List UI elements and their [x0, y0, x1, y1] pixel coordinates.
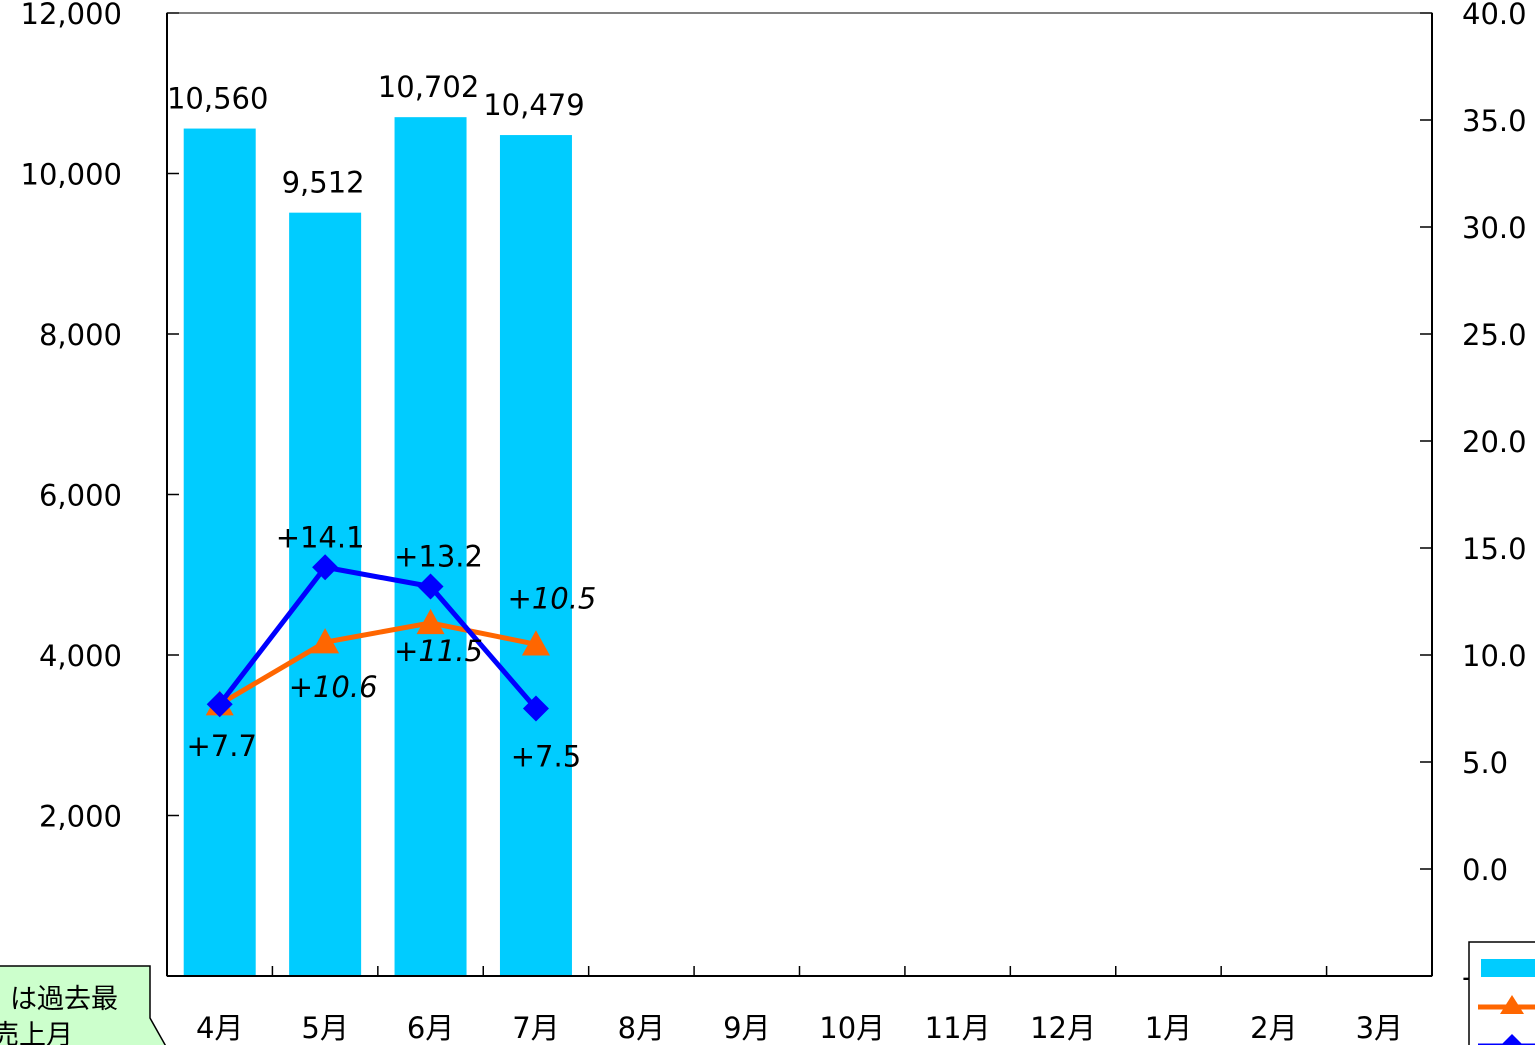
left-tick-label: 6,000 — [39, 479, 122, 513]
triangle-marker — [416, 608, 445, 635]
triangle-marker — [311, 628, 340, 654]
orange-value-label: +11.5 — [394, 634, 483, 668]
left-axis: 2,000 4,000 6,000 8,000 10,000 12,000 — [21, 0, 179, 976]
blue-value-label: +13.2 — [394, 540, 483, 574]
right-tick-label: 20.0 — [1462, 425, 1527, 459]
x-tick-label: 2月 — [1250, 1011, 1297, 1045]
legend-triangle-marker — [1500, 995, 1524, 1014]
left-tick-label: 4,000 — [39, 639, 122, 673]
triangle-marker — [521, 630, 550, 656]
bar-value-label: 10,702 — [378, 70, 479, 104]
bar-value-label: 9,512 — [282, 166, 365, 200]
x-tick-label: 11月 — [925, 1011, 991, 1045]
legend — [1468, 941, 1535, 1045]
x-tick-label: 3月 — [1356, 1011, 1403, 1045]
diamond-marker — [206, 691, 233, 718]
right-tick-label: 40.0 — [1462, 0, 1527, 31]
legend-box — [1468, 941, 1535, 1045]
legend-bar-swatch — [1481, 959, 1535, 977]
right-tick-label: 25.0 — [1462, 318, 1527, 352]
callout-line-2: 売上月 — [0, 1020, 73, 1045]
bar-value-label: 10,560 — [167, 82, 268, 116]
line-series — [205, 554, 550, 722]
x-tick-label: 9月 — [723, 1011, 770, 1045]
x-tick-label: 8月 — [618, 1011, 665, 1045]
right-axis: -5.00.05.010.015.020.025.030.035.040.0 — [1420, 0, 1527, 994]
bar-value-label: 10,479 — [483, 88, 584, 122]
diamond-marker — [522, 695, 549, 722]
blue-value-label: +7.7 — [186, 729, 256, 763]
bar-series — [183, 117, 572, 977]
bar-4月 — [183, 128, 256, 976]
bar-6月 — [394, 117, 467, 977]
orange-value-label: +10.5 — [508, 581, 597, 615]
x-tick-label: 1月 — [1145, 1011, 1192, 1045]
callout-shape — [0, 965, 167, 1045]
growth-blue-line — [217, 564, 538, 711]
right-tick-label: 0.0 — [1462, 853, 1508, 887]
x-tick-label: 12月 — [1030, 1011, 1096, 1045]
orange-value-label: +10.6 — [289, 670, 378, 704]
left-tick-label: 10,000 — [21, 158, 122, 192]
callout-line-1: は過去最 — [10, 984, 118, 1015]
diamond-marker — [312, 554, 339, 581]
bar-5月 — [289, 212, 362, 977]
x-tick-label: 6月 — [407, 1011, 454, 1045]
x-tick-label: 10月 — [819, 1011, 885, 1045]
blue-value-label: +7.5 — [511, 740, 581, 774]
left-tick-label: 2,000 — [39, 800, 122, 834]
right-tick-label: 15.0 — [1462, 532, 1527, 566]
x-tick-label: 7月 — [512, 1011, 559, 1045]
right-tick-label: 10.0 — [1462, 639, 1527, 673]
right-tick-label: 30.0 — [1462, 211, 1527, 245]
x-tick-label: 5月 — [301, 1011, 348, 1045]
x-tick-label: 4月 — [196, 1011, 243, 1045]
x-axis: 4月 5月 6月 7月 8月 9月 10月 11月 12月 1月 2月 3月 — [166, 966, 1433, 1045]
blue-value-label: +14.1 — [276, 520, 365, 554]
right-tick-label: 35.0 — [1462, 104, 1527, 138]
left-tick-label: 12,000 — [21, 0, 122, 31]
right-tick-label: 5.0 — [1462, 746, 1508, 780]
diamond-marker — [417, 573, 444, 600]
legend-diamond-marker — [1501, 1034, 1523, 1045]
growth-orange-line — [218, 620, 537, 707]
left-tick-label: 8,000 — [39, 318, 122, 352]
bar-7月 — [499, 135, 572, 977]
